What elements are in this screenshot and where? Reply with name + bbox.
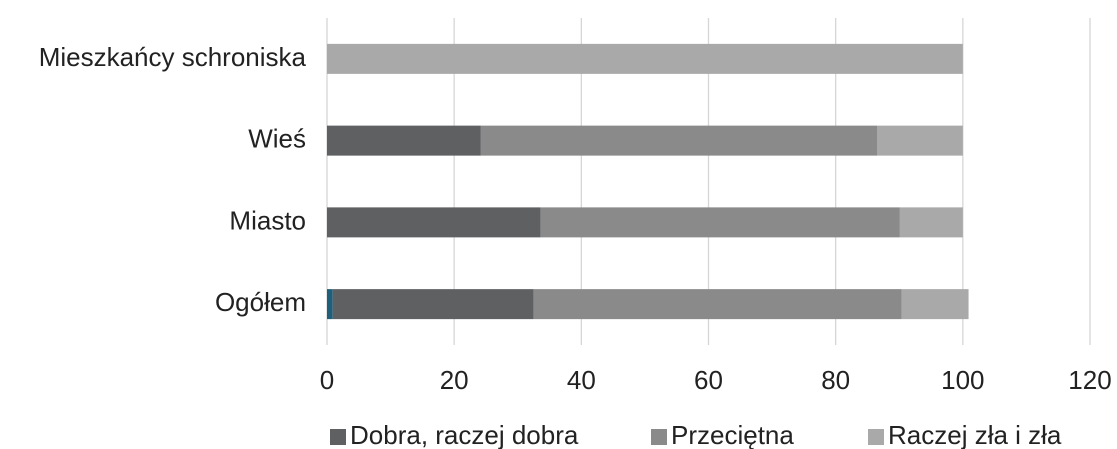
bar-segment — [540, 207, 900, 238]
x-tick-label: 20 — [440, 365, 469, 395]
bar-segment — [327, 207, 541, 238]
bar-segment — [327, 289, 333, 320]
category-label: Wieś — [248, 124, 306, 154]
bar-segment — [876, 125, 963, 156]
x-tick-label: 100 — [941, 365, 984, 395]
bar-segment — [327, 125, 481, 156]
category-label: Miasto — [229, 205, 306, 235]
bar-segment — [332, 289, 534, 320]
legend-swatch — [868, 429, 884, 445]
bar-segment — [480, 125, 877, 156]
category-label: Mieszkańcy schroniska — [39, 42, 307, 72]
bar-segment — [327, 43, 963, 74]
category-label: Ogółem — [215, 287, 306, 317]
x-tick-label: 40 — [567, 365, 596, 395]
legend-label: Przeciętna — [671, 420, 794, 449]
x-tick-label: 0 — [320, 365, 334, 395]
bar-segment — [533, 289, 902, 320]
legend-label: Raczej zła i zła — [888, 420, 1062, 449]
bar-segment — [899, 207, 963, 238]
x-tick-label: 80 — [821, 365, 850, 395]
legend-label: Dobra, raczej dobra — [350, 420, 579, 449]
x-tick-label: 60 — [694, 365, 723, 395]
bar-segment — [901, 289, 969, 320]
legend-swatch — [330, 429, 346, 445]
x-tick-label: 120 — [1068, 365, 1111, 395]
legend-swatch — [651, 429, 667, 445]
